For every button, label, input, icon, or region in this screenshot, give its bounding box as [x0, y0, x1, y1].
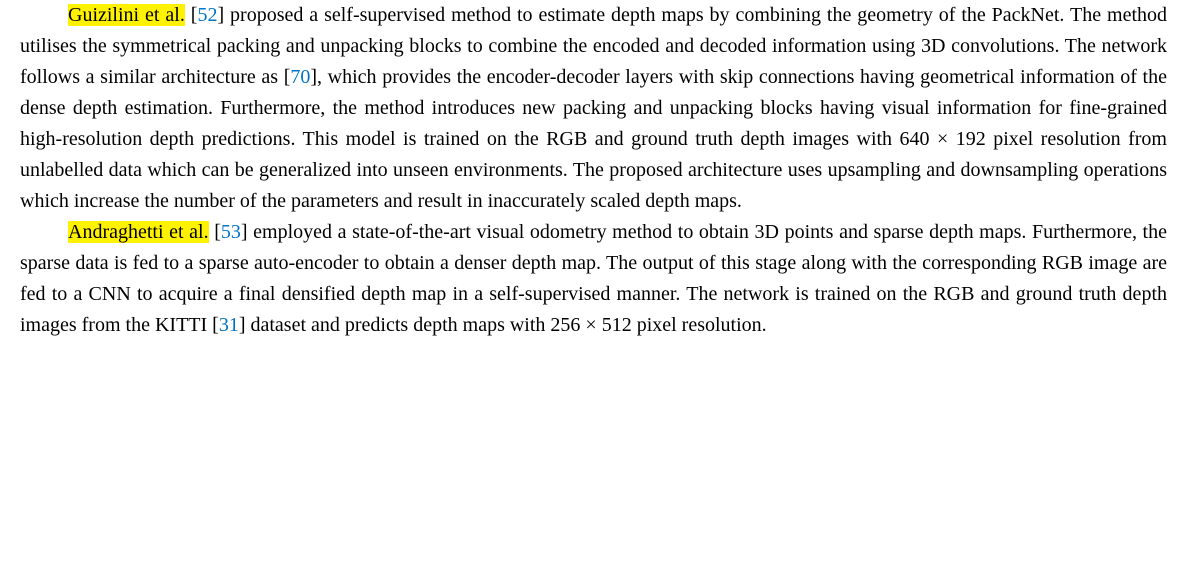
page-body: Guizilini et al. [52] proposed a self-su… [0, 0, 1187, 341]
text: [ [214, 221, 221, 243]
body-text-2b: ] dataset and predicts depth maps with 2… [239, 314, 767, 336]
citation-70[interactable]: 70 [290, 66, 310, 88]
paragraph-2: Andraghetti et al. [53] employed a state… [20, 217, 1167, 341]
text: ] [241, 221, 248, 243]
highlight-author-1: Guizilini et al. [68, 4, 185, 26]
citation-31[interactable]: 31 [219, 314, 239, 336]
citation-52[interactable]: 52 [197, 4, 217, 26]
paragraph-1: Guizilini et al. [52] proposed a self-su… [20, 0, 1167, 217]
highlight-author-2: Andraghetti et al. [68, 221, 209, 243]
citation-53[interactable]: 53 [221, 221, 241, 243]
